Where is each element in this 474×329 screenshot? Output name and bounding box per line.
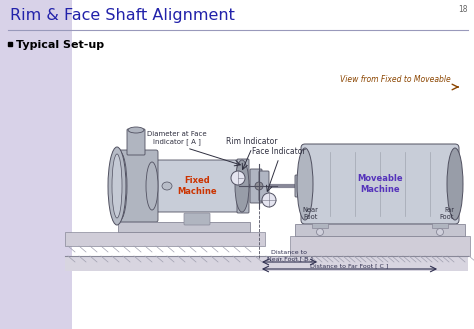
Ellipse shape (162, 182, 172, 190)
FancyBboxPatch shape (184, 213, 210, 225)
Text: Near
Foot: Near Foot (302, 207, 318, 220)
Text: Fixed
Machine: Fixed Machine (177, 176, 217, 196)
FancyBboxPatch shape (150, 160, 244, 212)
Ellipse shape (146, 162, 158, 210)
Bar (295, 224, 465, 236)
Bar (0, 0, 72, 329)
FancyBboxPatch shape (259, 171, 269, 201)
FancyBboxPatch shape (295, 175, 305, 197)
Text: 18: 18 (458, 5, 468, 14)
Bar (65, 232, 265, 246)
FancyBboxPatch shape (301, 144, 459, 224)
Bar (118, 222, 250, 232)
Text: Rim & Face Shaft Alignment: Rim & Face Shaft Alignment (10, 8, 235, 23)
Text: Far
Foot: Far Foot (439, 207, 454, 220)
Text: Moveable
Machine: Moveable Machine (357, 174, 403, 194)
Text: Rim Indicator: Rim Indicator (226, 137, 278, 146)
Ellipse shape (108, 147, 126, 225)
FancyBboxPatch shape (127, 129, 145, 155)
Ellipse shape (235, 160, 249, 212)
Ellipse shape (297, 148, 313, 220)
FancyBboxPatch shape (237, 159, 249, 213)
Text: Typical Set-up: Typical Set-up (16, 40, 104, 50)
Bar (432, 223, 448, 228)
Text: Face Indicator: Face Indicator (252, 147, 306, 156)
Circle shape (317, 229, 323, 236)
Bar (312, 223, 328, 228)
Ellipse shape (113, 152, 127, 220)
Ellipse shape (128, 127, 144, 133)
Ellipse shape (255, 182, 263, 190)
FancyBboxPatch shape (250, 169, 262, 203)
Circle shape (231, 171, 245, 185)
Text: Distance to Far Foot [ C ]: Distance to Far Foot [ C ] (310, 263, 389, 268)
Circle shape (262, 193, 276, 207)
Bar (65, 256, 468, 271)
Ellipse shape (112, 154, 122, 218)
Ellipse shape (447, 148, 463, 220)
Text: Diameter at Face
Indicator [ A ]: Diameter at Face Indicator [ A ] (147, 131, 207, 145)
FancyBboxPatch shape (118, 150, 158, 222)
Circle shape (437, 229, 444, 236)
Text: View from Fixed to Moveable: View from Fixed to Moveable (340, 75, 451, 84)
Text: Distance to
Near Foot [ B ]: Distance to Near Foot [ B ] (266, 250, 312, 261)
Bar (290, 236, 470, 256)
